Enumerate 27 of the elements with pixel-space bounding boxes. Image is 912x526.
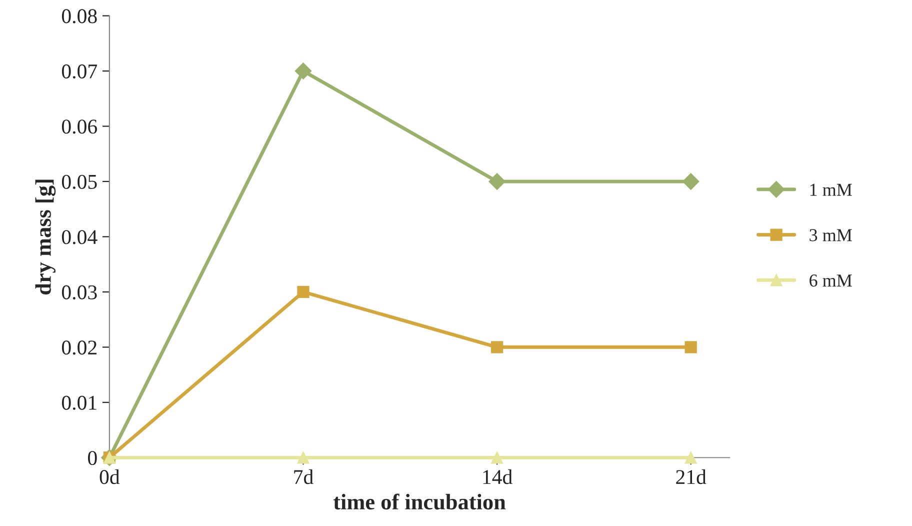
y-tick-label: 0.06 (62, 120, 98, 134)
x-tick-label: 14d (483, 469, 512, 484)
y-tick-label: 0.01 (62, 396, 96, 410)
point (488, 173, 506, 190)
y-tick-label: 0.07 (62, 64, 98, 79)
y-tick-label: 0 (88, 450, 97, 466)
point (297, 452, 310, 464)
y-tick-label: 0.04 (62, 230, 98, 244)
y-tick-label: 0.08 (62, 9, 97, 24)
x-axis-title: time of incubation (333, 494, 506, 510)
point (684, 452, 697, 464)
y-axis-title: dry mass [g] (35, 180, 56, 294)
legend-label: 1 mM (810, 184, 852, 196)
y-tick-label: 0.03 (62, 285, 97, 300)
x-tick-label: 7d (294, 469, 314, 484)
legend-label: 6 mM (810, 274, 852, 287)
point (297, 286, 310, 298)
point (490, 341, 504, 354)
y-tick-label: 0.05 (62, 174, 97, 189)
y-tick-label: 0.02 (62, 340, 96, 355)
point (294, 62, 312, 80)
point (490, 452, 504, 464)
point (682, 173, 700, 190)
x-tick-label: 0d (100, 469, 120, 484)
x-tick-label: 21d (676, 469, 706, 484)
point (684, 341, 697, 354)
legend-label: 3 mM (810, 229, 852, 242)
